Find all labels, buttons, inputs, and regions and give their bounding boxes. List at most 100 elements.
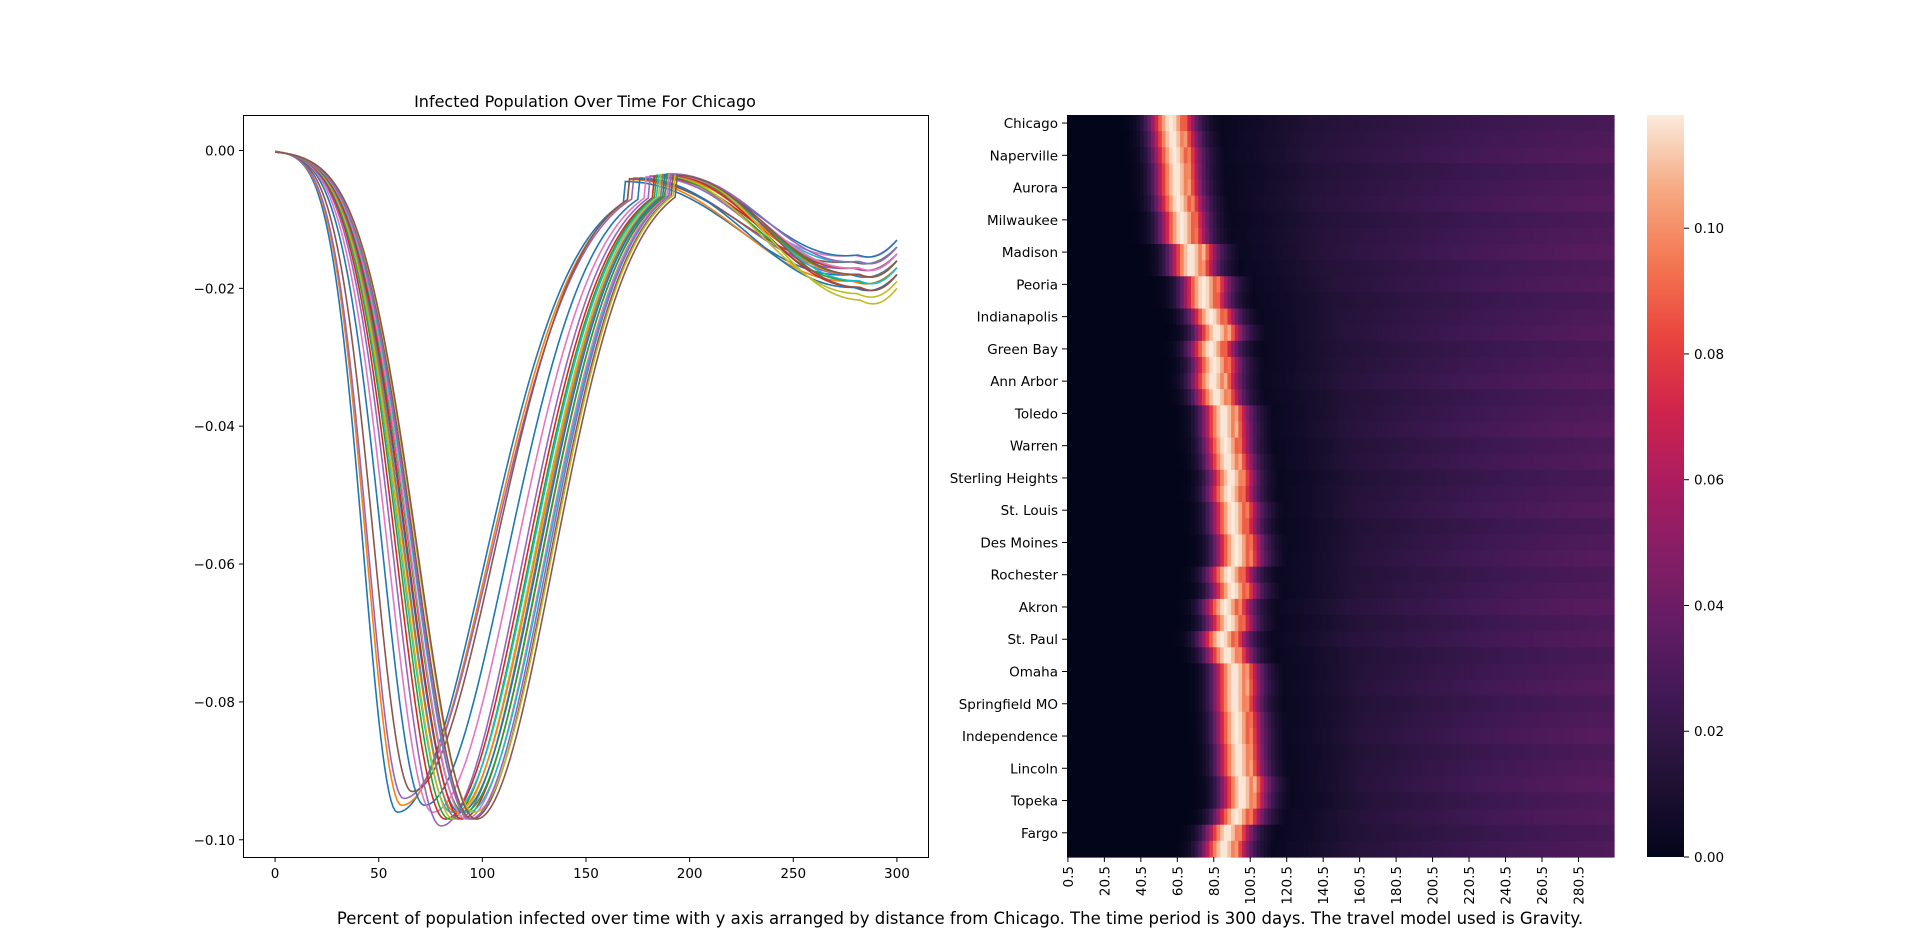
heatmap-cell	[1180, 276, 1185, 294]
heatmap-cell	[1107, 566, 1112, 584]
heatmap-cell	[1391, 389, 1396, 406]
heatmap-cell	[1293, 115, 1298, 132]
heatmap-cell	[1537, 405, 1542, 423]
heatmap-cell	[1293, 227, 1298, 245]
heatmap-cell	[1508, 566, 1513, 584]
heatmap-cell	[1504, 211, 1509, 229]
heatmap-cell	[1493, 308, 1498, 326]
heatmap-cell	[1493, 453, 1498, 471]
heatmap-cell	[1220, 324, 1225, 342]
heatmap-cell	[1584, 292, 1590, 310]
heatmap-cell	[1128, 486, 1134, 503]
heatmap-cell	[1092, 179, 1097, 197]
heatmap-cell	[1552, 453, 1557, 471]
heatmap-cell	[1114, 453, 1119, 471]
heatmap-cell	[1442, 276, 1447, 294]
heatmap-cell	[1267, 308, 1272, 326]
heatmap-cell	[1573, 147, 1579, 164]
heatmap-cell	[1402, 308, 1407, 326]
heatmap-cell	[1282, 373, 1287, 390]
heatmap-cell	[1362, 292, 1367, 310]
heatmap-cell	[1169, 115, 1174, 132]
heatmap-cell	[1201, 292, 1207, 310]
heatmap-cell	[1438, 469, 1444, 487]
heatmap-cell	[1552, 566, 1557, 584]
heatmap-cell	[1271, 147, 1276, 164]
heatmap-cell	[1438, 147, 1444, 164]
heatmap-cell	[1468, 405, 1473, 423]
heatmap-cell	[1088, 437, 1094, 455]
heatmap-cell	[1420, 276, 1425, 294]
heatmap-cell	[1475, 356, 1480, 374]
heatmap-cell	[1096, 227, 1101, 245]
heatmap-cell	[1577, 453, 1582, 471]
heatmap-cell	[1413, 276, 1418, 294]
heatmap-cell	[1438, 179, 1444, 197]
heatmap-cell	[1457, 115, 1462, 132]
heatmap-cell	[1464, 437, 1469, 455]
heatmap-cell	[1438, 534, 1444, 552]
heatmap-cell	[1096, 292, 1101, 310]
heatmap-cell	[1304, 308, 1309, 326]
heatmap-cell	[1464, 389, 1469, 406]
heatmap-cell	[1508, 244, 1513, 261]
heatmap-cell	[1344, 405, 1349, 423]
heatmap-cell	[1409, 389, 1415, 406]
heatmap-cell	[1358, 373, 1363, 390]
heatmap-cell	[1530, 550, 1535, 568]
heatmap-cell	[1274, 389, 1280, 406]
heatmap-cell	[1223, 389, 1229, 406]
heatmap-cell	[1588, 534, 1593, 552]
heatmap-cell	[1325, 147, 1331, 164]
heatmap-cell	[1497, 631, 1502, 648]
heatmap-cell	[1402, 244, 1407, 261]
heatmap-cell	[1300, 582, 1305, 600]
heatmap-cell	[1085, 453, 1090, 471]
heatmap-cell	[1143, 534, 1148, 552]
heatmap-cell	[1559, 582, 1564, 600]
heatmap-cell	[1395, 179, 1400, 197]
heatmap-cell	[1500, 453, 1506, 471]
heatmap-cell	[1147, 244, 1152, 261]
heatmap-cell	[1278, 131, 1283, 148]
heatmap-cell	[1252, 421, 1258, 439]
heatmap-cell	[1333, 163, 1338, 181]
heatmap-cell	[1158, 534, 1163, 552]
heatmap-cell	[1238, 437, 1243, 455]
heatmap-cell	[1274, 550, 1280, 568]
heatmap-cell	[1070, 324, 1075, 342]
heatmap-cell	[1128, 179, 1134, 197]
heatmap-cell	[1296, 598, 1301, 616]
heatmap-cell	[1522, 276, 1528, 294]
heatmap-cell	[1238, 453, 1243, 471]
heatmap-cell	[1114, 276, 1119, 294]
heatmap-cell	[1285, 211, 1291, 229]
heatmap-cell	[1220, 211, 1225, 229]
heatmap-cell	[1176, 598, 1181, 616]
heatmap-cell	[1231, 389, 1236, 406]
heatmap-cell	[1482, 179, 1487, 197]
heatmap-cell	[1293, 566, 1298, 584]
heatmap-cell	[1110, 115, 1116, 132]
heatmap-cell	[1212, 453, 1218, 471]
heatmap-cell	[1566, 292, 1571, 310]
heatmap-cell	[1311, 405, 1316, 423]
heatmap-cell	[1085, 227, 1090, 245]
heatmap-cell	[1158, 340, 1163, 358]
heatmap-cell	[1249, 131, 1254, 148]
heatmap-cell	[1096, 276, 1101, 294]
heatmap-cell	[1460, 292, 1466, 310]
heatmap-cell	[1110, 389, 1116, 406]
heatmap-cell	[1125, 147, 1130, 164]
heatmap-cell	[1260, 131, 1265, 148]
heatmap-cell	[1180, 340, 1185, 358]
heatmap-cell	[1442, 244, 1447, 261]
heatmap-cell	[1457, 566, 1462, 584]
heatmap-cell	[1511, 550, 1517, 568]
heatmap-cell	[1435, 211, 1440, 229]
heatmap-cell	[1537, 615, 1542, 632]
heatmap-cell	[1541, 244, 1546, 261]
heatmap-cell	[1300, 566, 1305, 584]
heatmap-cell	[1121, 308, 1126, 326]
heatmap-cell	[1249, 631, 1254, 648]
